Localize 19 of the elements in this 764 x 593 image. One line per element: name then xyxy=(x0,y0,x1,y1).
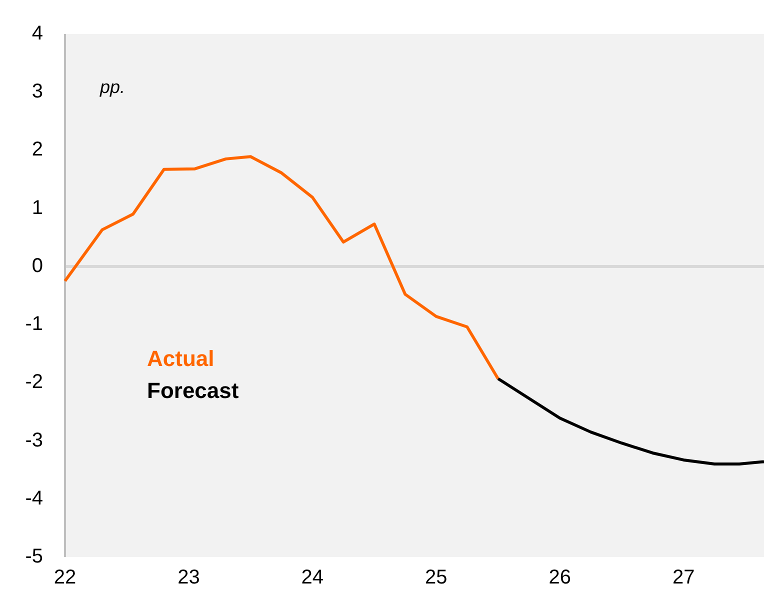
x-tick-label: 23 xyxy=(178,566,200,589)
y-tick-label: -5 xyxy=(25,546,43,568)
y-tick-label: 4 xyxy=(32,22,43,45)
x-tick-label: 25 xyxy=(425,566,448,589)
x-tick-label: 27 xyxy=(672,566,695,589)
y-tick-label: 0 xyxy=(32,254,43,277)
y-tick-label: 1 xyxy=(32,196,43,219)
x-tick-label: 26 xyxy=(548,566,571,589)
y-tick-label: -2 xyxy=(25,371,43,394)
y-tick-label: -3 xyxy=(25,429,43,452)
text: Forecast xyxy=(147,378,240,404)
annotation: pp. xyxy=(99,77,126,97)
x-tick-label: 24 xyxy=(301,566,324,589)
y-tick-label: 3 xyxy=(32,80,43,103)
y-tick-label: -4 xyxy=(25,487,43,510)
y-tick-label: -1 xyxy=(25,313,43,336)
y-tick-label: 2 xyxy=(32,138,43,161)
text: Actual xyxy=(147,346,214,372)
x-tick-label: 22 xyxy=(54,566,76,589)
